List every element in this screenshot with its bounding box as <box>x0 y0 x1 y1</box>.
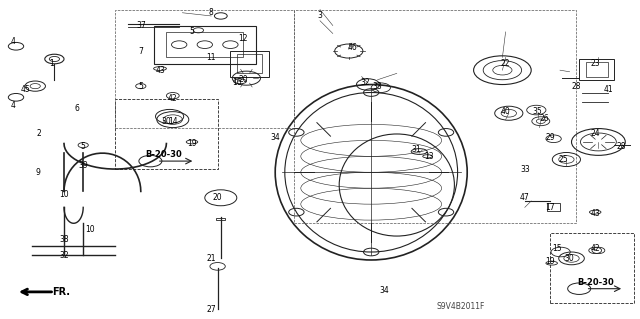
Bar <box>237 54 262 73</box>
Text: 5: 5 <box>138 82 143 91</box>
Text: 34: 34 <box>270 133 280 142</box>
Text: 47: 47 <box>520 193 530 202</box>
Text: 1: 1 <box>49 59 54 68</box>
Bar <box>115 10 294 128</box>
Text: 20: 20 <box>212 193 223 202</box>
Text: 35: 35 <box>532 107 543 116</box>
Bar <box>115 99 218 169</box>
Text: 27: 27 <box>206 305 216 314</box>
Text: 31: 31 <box>411 145 421 154</box>
Text: 42: 42 <box>590 244 600 253</box>
Bar <box>579 59 614 80</box>
Text: 39: 39 <box>78 161 88 170</box>
Text: 5: 5 <box>81 142 86 151</box>
Text: 15: 15 <box>552 244 562 253</box>
Bar <box>230 51 269 77</box>
Text: 12: 12 <box>239 34 248 43</box>
Text: 17: 17 <box>545 203 556 212</box>
Text: FR.: FR. <box>52 287 70 297</box>
Text: 2: 2 <box>36 130 41 138</box>
Text: 4: 4 <box>10 101 15 110</box>
Text: 26: 26 <box>539 114 549 122</box>
Text: 10: 10 <box>84 225 95 234</box>
Text: 33: 33 <box>520 165 530 174</box>
Text: 19: 19 <box>545 257 556 266</box>
Text: B-20-30: B-20-30 <box>577 278 614 287</box>
Text: 14: 14 <box>168 117 178 126</box>
Bar <box>586 62 608 77</box>
Text: 20: 20 <box>238 75 248 84</box>
Text: 22: 22 <box>501 59 510 68</box>
Text: 5: 5 <box>189 27 195 36</box>
Text: 30: 30 <box>564 254 575 263</box>
Text: 32: 32 <box>59 251 69 260</box>
Text: 16: 16 <box>232 78 242 87</box>
Bar <box>547 203 560 211</box>
Text: 45: 45 <box>20 85 31 94</box>
Text: 33: 33 <box>372 82 383 91</box>
Text: 21: 21 <box>207 254 216 263</box>
Text: 4: 4 <box>10 37 15 46</box>
Text: 19: 19 <box>187 139 197 148</box>
Text: 46: 46 <box>347 43 357 52</box>
Text: 13: 13 <box>424 152 434 161</box>
Text: 34: 34 <box>379 286 389 295</box>
Text: 37: 37 <box>136 21 146 30</box>
Text: 9: 9 <box>36 168 41 177</box>
Text: 11: 11 <box>207 53 216 62</box>
Text: 40: 40 <box>500 107 511 116</box>
Text: 8: 8 <box>209 8 214 17</box>
Text: 43: 43 <box>155 66 165 75</box>
Text: 41: 41 <box>603 85 613 94</box>
Bar <box>154 26 256 64</box>
Text: 7: 7 <box>138 47 143 56</box>
Text: 43: 43 <box>590 209 600 218</box>
Bar <box>550 233 634 303</box>
Text: B-20-30: B-20-30 <box>145 150 182 159</box>
Text: 10: 10 <box>59 190 69 199</box>
Text: 24: 24 <box>590 130 600 138</box>
Text: 29: 29 <box>545 133 556 142</box>
Text: S9V4B2011F: S9V4B2011F <box>436 302 485 311</box>
Text: 28: 28 <box>616 142 625 151</box>
Bar <box>216 218 225 220</box>
Text: 25: 25 <box>558 155 568 164</box>
Bar <box>166 32 243 57</box>
Text: 6: 6 <box>74 104 79 113</box>
Text: 42: 42 <box>168 94 178 103</box>
Text: 32: 32 <box>360 78 370 87</box>
Text: 28: 28 <box>572 82 580 91</box>
Text: 3: 3 <box>317 11 323 20</box>
Text: 38: 38 <box>59 235 69 244</box>
Text: 23: 23 <box>590 59 600 68</box>
Text: 30: 30 <box>161 117 172 126</box>
Bar <box>294 10 576 223</box>
